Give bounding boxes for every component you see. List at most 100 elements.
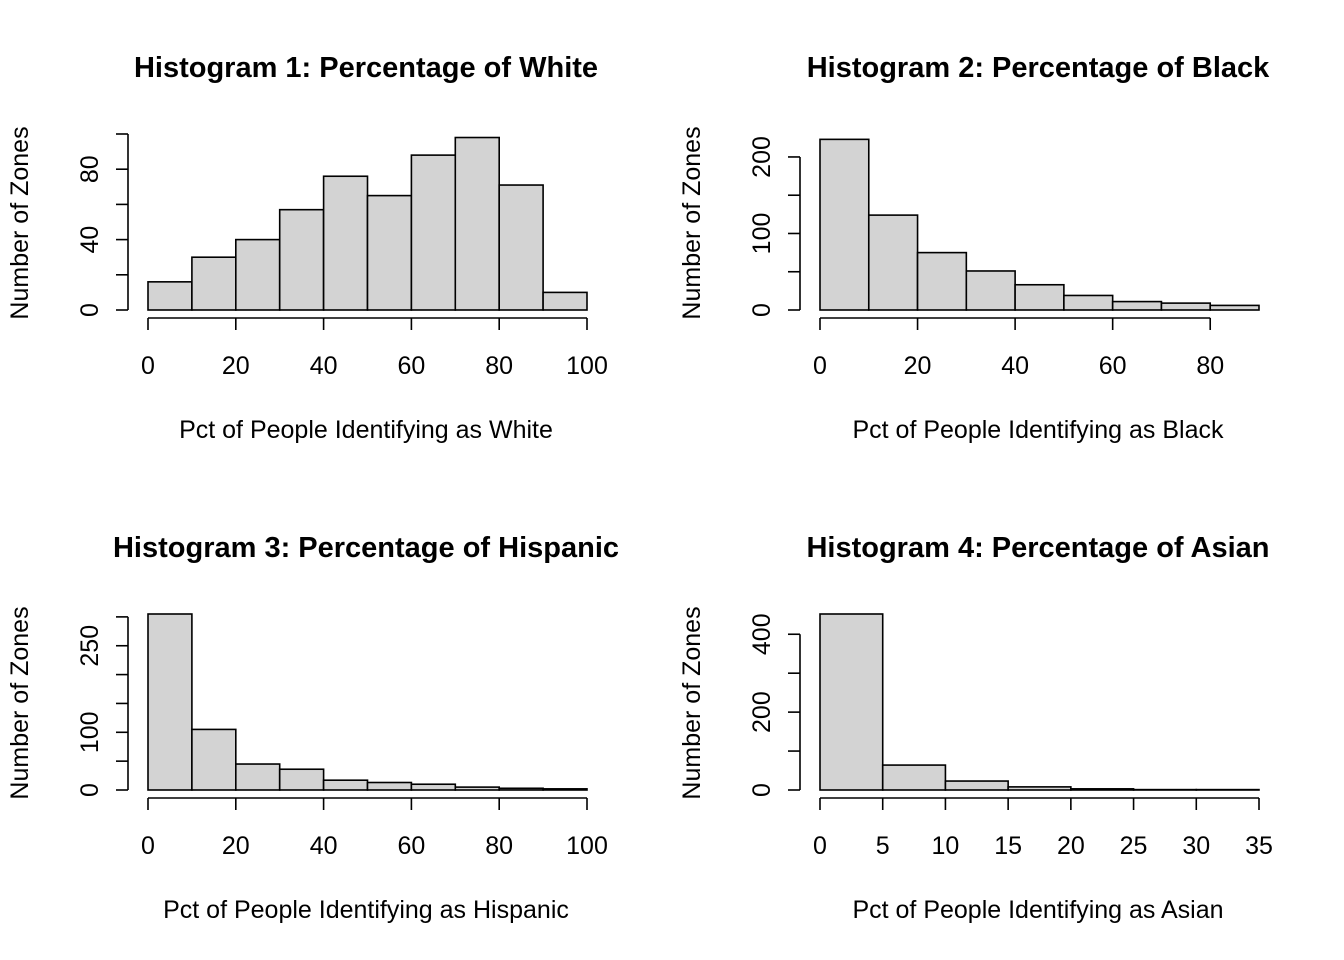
panel-4-x-axis: 0 5 10 15 20 25 30 35 — [813, 797, 1273, 860]
panel-4-x-tick-label: 5 — [876, 832, 890, 860]
panel-4-y-tick-label: 400 — [748, 613, 776, 655]
panel-2-bars — [819, 138, 1260, 311]
panel-4-bar — [819, 613, 884, 791]
panel-1-y-tick-label: 40 — [76, 226, 104, 254]
panel-2-x-tick-label: 60 — [1099, 352, 1127, 380]
panel-2-x-tick-label: 80 — [1196, 352, 1224, 380]
panel-1-title: Histogram 1: Percentage of White — [134, 52, 598, 84]
panel-3-bar — [235, 763, 281, 791]
panel-4-x-tick-label: 0 — [813, 832, 827, 860]
panel-1-x-tick-label: 100 — [566, 352, 608, 380]
panel-2-bar — [916, 251, 968, 311]
panel-2-bar — [1160, 302, 1212, 311]
panel-1-bar — [191, 256, 237, 311]
panel-4-x-tick-label: 10 — [932, 832, 960, 860]
panel-4-x-tick-label: 20 — [1057, 832, 1085, 860]
panel-2-bar — [1111, 300, 1163, 311]
panel-4-x-tick-label: 25 — [1120, 832, 1148, 860]
panel-4-x-tick-label: 30 — [1182, 832, 1210, 860]
panel-3-y-tick-label: 100 — [76, 711, 104, 753]
panel-1-bar — [410, 154, 457, 311]
panel-3-x-tick-label: 20 — [222, 832, 250, 860]
panel-1-bar — [542, 291, 588, 311]
panel-2-y-tick-label: 200 — [748, 136, 776, 178]
panel-2-bar — [1014, 283, 1065, 311]
panel-1-y-tick-label: 0 — [76, 303, 104, 317]
panel-1-x-tick-label: 40 — [310, 352, 338, 380]
panel-1: Histogram 1: Percentage of White Pct of … — [6, 52, 608, 444]
panel-1-x-tick-label: 0 — [141, 352, 155, 380]
panel-1-ylabel: Number of Zones — [6, 126, 34, 319]
panel-1-bar — [322, 175, 369, 311]
panel-2-title: Histogram 2: Percentage of Black — [807, 52, 1270, 84]
panel-3-xlabel: Pct of People Identifying as Hispanic — [163, 896, 569, 924]
panel-4-ylabel: Number of Zones — [678, 606, 706, 799]
panel-1-bar — [454, 136, 500, 311]
panel-1-bar — [235, 238, 281, 311]
panel-3-bar — [366, 781, 413, 791]
panel-4-x-tick-label: 35 — [1245, 832, 1273, 860]
panel-1-x-tick-label: 80 — [485, 352, 513, 380]
panel-4-bars — [819, 613, 1260, 791]
panel-2-x-axis: 0 20 40 60 80 — [813, 317, 1224, 380]
panel-2-bar — [965, 270, 1016, 311]
panel-3-ylabel: Number of Zones — [6, 606, 34, 799]
panel-2-ylabel: Number of Zones — [678, 126, 706, 319]
panel-1-x-tick-label: 60 — [397, 352, 425, 380]
panel-1-bars — [147, 136, 588, 311]
panel-1-bar — [366, 194, 413, 311]
panel-4-x-tick-label: 15 — [994, 832, 1022, 860]
panel-1-bar — [498, 184, 544, 311]
panel-2-bar — [867, 214, 919, 311]
panel-2-bar — [1063, 294, 1114, 311]
panel-3-x-tick-label: 0 — [141, 832, 155, 860]
panel-2-y-axis: 0 100 200 — [748, 136, 801, 317]
panel-2-x-tick-label: 40 — [1001, 352, 1029, 380]
panel-2-bar — [1209, 304, 1260, 311]
panel-2-bar — [819, 138, 870, 311]
panel-3-bar — [454, 786, 500, 791]
panel-3: Histogram 3: Percentage of Hispanic Pct … — [6, 532, 619, 924]
panel-3-bar — [498, 787, 544, 791]
panel-4-bar — [881, 764, 947, 791]
panel-1-x-tick-label: 20 — [222, 352, 250, 380]
panel-2-xlabel: Pct of People Identifying as Black — [852, 416, 1224, 444]
panel-2: Histogram 2: Percentage of Black Pct of … — [678, 52, 1270, 444]
panel-4-title: Histogram 4: Percentage of Asian — [806, 532, 1269, 564]
panel-3-title: Histogram 3: Percentage of Hispanic — [113, 532, 619, 564]
panel-3-bar — [322, 779, 369, 791]
panel-3-bar — [410, 783, 457, 791]
panel-2-y-tick-label: 0 — [748, 303, 776, 317]
panel-1-y-tick-label: 80 — [76, 155, 104, 183]
panel-3-x-tick-label: 40 — [310, 832, 338, 860]
panel-4-y-tick-label: 0 — [748, 783, 776, 797]
panel-1-x-axis: 0 20 40 60 80 100 — [141, 317, 608, 380]
panel-1-bar — [147, 281, 193, 311]
panel-4-bar — [1070, 788, 1135, 791]
panel-1-y-axis: 0 40 80 — [76, 133, 129, 317]
panel-3-x-axis: 0 20 40 60 80 100 — [141, 797, 608, 860]
panel-4: Histogram 4: Percentage of Asian Pct of … — [678, 532, 1273, 924]
panel-2-x-tick-label: 20 — [904, 352, 932, 380]
panel-2-x-tick-label: 0 — [813, 352, 827, 380]
panel-3-y-tick-label: 0 — [76, 783, 104, 797]
panel-3-x-tick-label: 100 — [566, 832, 608, 860]
panel-3-x-tick-label: 60 — [397, 832, 425, 860]
panel-3-y-axis: 0 100 250 — [76, 616, 129, 797]
panel-3-x-tick-label: 80 — [485, 832, 513, 860]
panel-2-y-tick-label: 100 — [748, 213, 776, 255]
panel-3-bar — [147, 613, 193, 791]
panel-1-xlabel: Pct of People Identifying as White — [179, 416, 553, 444]
panel-3-y-tick-label: 250 — [76, 625, 104, 667]
panel-4-bar — [1007, 786, 1072, 791]
panel-4-xlabel: Pct of People Identifying as Asian — [852, 896, 1223, 924]
panel-1-bar — [278, 208, 325, 311]
panel-3-bars — [147, 613, 588, 791]
panel-4-y-axis: 0 200 400 — [748, 613, 801, 797]
panel-4-y-tick-label: 200 — [748, 691, 776, 733]
panel-3-bar — [191, 728, 237, 791]
panel-3-bar — [542, 788, 588, 791]
panel-3-bar — [278, 768, 325, 791]
panel-4-bar — [944, 780, 1009, 791]
